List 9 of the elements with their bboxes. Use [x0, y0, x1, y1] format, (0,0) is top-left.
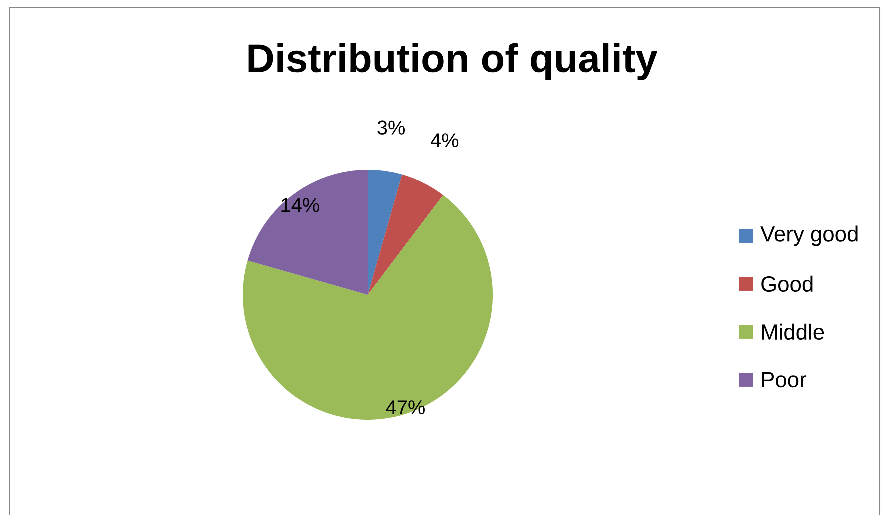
data-label: 14%	[282, 198, 320, 212]
legend-label: Middle	[762, 324, 824, 340]
legend-label: Poor	[762, 372, 806, 388]
data-label: 3%	[378, 120, 405, 135]
legend-label: Good	[762, 276, 813, 292]
data-label: 4%	[430, 134, 459, 148]
data-label: 47%	[386, 400, 425, 415]
chart-title: Distribution of quality	[248, 43, 658, 81]
legend-label: Very good	[760, 226, 858, 246]
